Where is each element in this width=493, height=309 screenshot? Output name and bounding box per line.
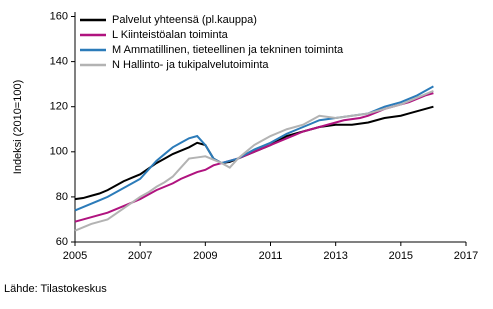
series-line [74,89,434,232]
legend-label: N Hallinto- ja tukipalvelutoiminta [112,59,269,71]
y-tick-label: 140 [50,56,68,68]
legend-label: M Ammatillinen, tieteellinen ja tekninen… [112,44,344,56]
legend-label: Palvelut yhteensä (pl.kauppa) [112,14,257,26]
x-tick-label: 2005 [63,250,87,262]
x-tick-label: 2015 [389,250,413,262]
x-tick-label: 2017 [454,250,478,262]
x-tick-label: 2011 [259,250,283,262]
series-line [74,85,434,212]
y-tick-label: 60 [56,236,68,248]
y-tick-label: 80 [56,191,68,203]
x-tick-label: 2013 [323,250,347,262]
x-tick-label: 2009 [193,250,217,262]
series-line [74,92,434,223]
source: Lähde: Tilastokeskus [4,283,107,295]
y-axis-label: Indeksi (2010=100) [12,80,24,174]
y-tick-label: 160 [50,10,68,22]
legend-label: L Kiinteistöalan toiminta [112,29,229,41]
x-tick-label: 2007 [128,250,152,262]
y-tick-label: 100 [50,146,68,158]
y-tick-label: 120 [50,101,68,113]
